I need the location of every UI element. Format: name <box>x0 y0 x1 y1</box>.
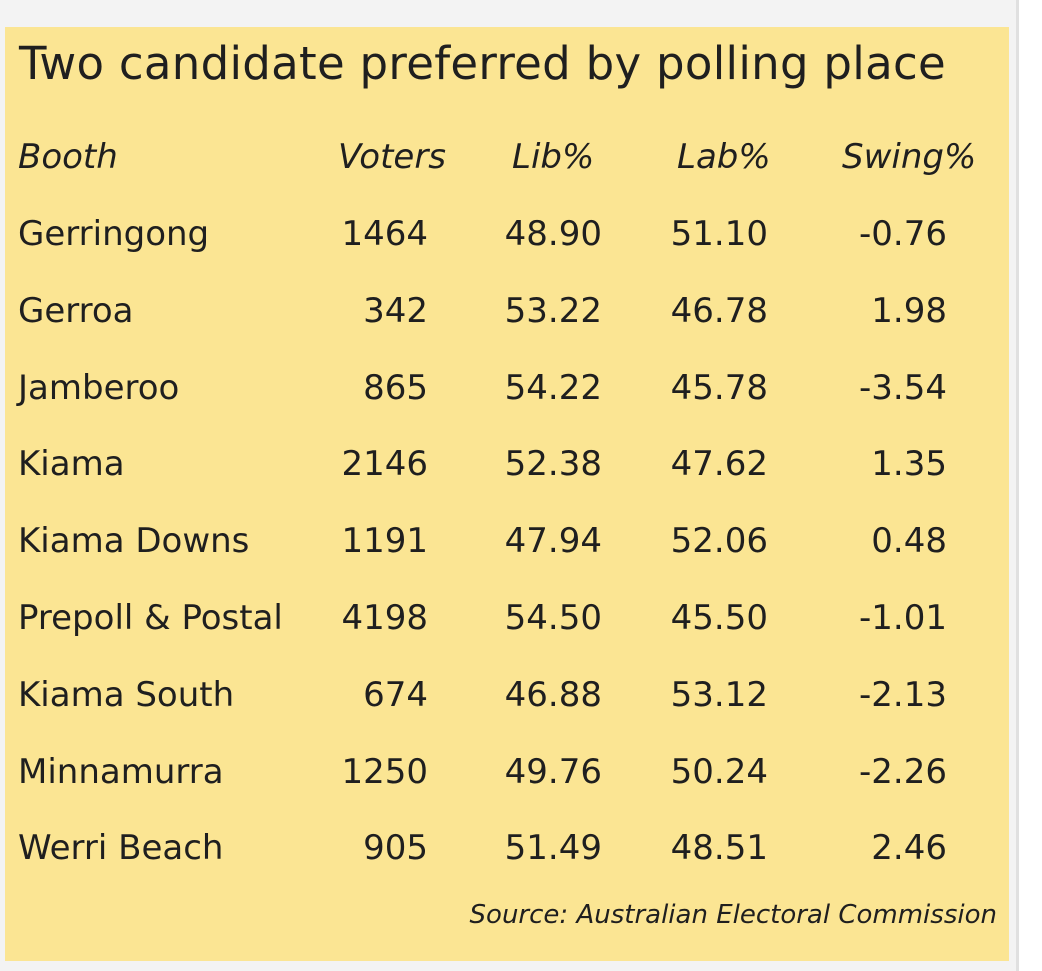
booth-name-cell: Prepoll & Postal <box>18 598 283 638</box>
cell-swing: 1.98 <box>871 291 947 331</box>
booth-name-cell: Kiama South <box>18 675 235 715</box>
cell-lab: 50.24 <box>670 752 768 792</box>
page-edge <box>1016 0 1042 971</box>
booth-name-cell: Jamberoo <box>18 368 180 408</box>
cell-lib: 49.76 <box>504 752 602 792</box>
cell-lab: 52.06 <box>670 521 768 561</box>
cell-lib: 46.88 <box>504 675 602 715</box>
cell-voters: 1191 <box>341 521 428 561</box>
booth-name-cell: Werri Beach <box>18 828 224 868</box>
booth-name-cell: Kiama <box>18 444 125 484</box>
table-panel: Two candidate preferred by polling place… <box>5 27 1009 961</box>
cell-swing: 2.46 <box>871 828 947 868</box>
cell-voters: 342 <box>363 291 428 331</box>
cell-voters: 905 <box>363 828 428 868</box>
cell-lab: 46.78 <box>670 291 768 331</box>
cell-voters: 1250 <box>341 752 428 792</box>
cell-lib: 54.22 <box>504 368 602 408</box>
column-header-lab: Lab% <box>677 137 771 177</box>
cell-lib: 52.38 <box>504 444 602 484</box>
source-note: Source: Australian Electoral Commission <box>469 900 997 930</box>
cell-swing: -1.01 <box>859 598 947 638</box>
cell-lab: 48.51 <box>670 828 768 868</box>
booth-name-cell: Kiama Downs <box>18 521 250 561</box>
cell-lib: 53.22 <box>504 291 602 331</box>
cell-swing: 1.35 <box>871 444 947 484</box>
cell-voters: 1464 <box>341 214 428 254</box>
booth-name-cell: Gerroa <box>18 291 134 331</box>
cell-lib: 48.90 <box>504 214 602 254</box>
booth-name-cell: Gerringong <box>18 214 210 254</box>
cell-voters: 4198 <box>341 598 428 638</box>
cell-swing: -2.13 <box>859 675 947 715</box>
cell-swing: 0.48 <box>871 521 947 561</box>
cell-voters: 674 <box>363 675 428 715</box>
table-title: Two candidate preferred by polling place <box>19 37 946 90</box>
cell-voters: 865 <box>363 368 428 408</box>
cell-lib: 47.94 <box>504 521 602 561</box>
cell-lab: 47.62 <box>670 444 768 484</box>
cell-lab: 45.78 <box>670 368 768 408</box>
column-header-lib: Lib% <box>512 137 595 177</box>
cell-swing: -3.54 <box>859 368 947 408</box>
column-header-swing: Swing% <box>842 137 977 177</box>
cell-voters: 2146 <box>341 444 428 484</box>
column-header-booth: Booth <box>18 137 118 177</box>
cell-lab: 45.50 <box>670 598 768 638</box>
cell-lib: 51.49 <box>504 828 602 868</box>
cell-lab: 51.10 <box>670 214 768 254</box>
cell-lab: 53.12 <box>670 675 768 715</box>
cell-lib: 54.50 <box>504 598 602 638</box>
cell-swing: -0.76 <box>859 214 947 254</box>
booth-name-cell: Minnamurra <box>18 752 224 792</box>
column-header-voters: Voters <box>338 137 447 177</box>
cell-swing: -2.26 <box>859 752 947 792</box>
